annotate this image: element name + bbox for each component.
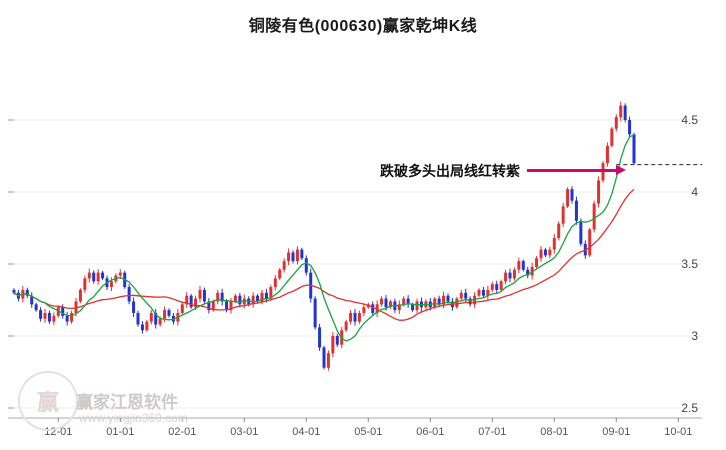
svg-text:08-01: 08-01 bbox=[540, 426, 568, 438]
svg-text:09-01: 09-01 bbox=[602, 426, 630, 438]
svg-text:01-01: 01-01 bbox=[106, 426, 134, 438]
svg-text:07-01: 07-01 bbox=[478, 426, 506, 438]
watermark-logo: 赢 bbox=[18, 371, 78, 431]
annotation-arrow-head bbox=[616, 165, 626, 175]
annotation-label: 跌破多头出局线红转紫 bbox=[380, 163, 520, 179]
watermark-brand: 赢家江恩软件 bbox=[76, 393, 178, 412]
svg-text:4: 4 bbox=[691, 185, 698, 199]
annotation-arrow-shaft bbox=[527, 169, 617, 172]
svg-text:4.5: 4.5 bbox=[681, 113, 698, 127]
svg-text:03-01: 03-01 bbox=[230, 426, 258, 438]
svg-text:3.5: 3.5 bbox=[681, 257, 698, 271]
svg-text:06-01: 06-01 bbox=[416, 426, 444, 438]
watermark-logo-char: 赢 bbox=[36, 390, 59, 415]
watermark-url: www.yingjia360.com bbox=[79, 411, 188, 425]
svg-text:04-01: 04-01 bbox=[292, 426, 320, 438]
chart-title: 铜陵有色(000630)赢家乾坤K线 bbox=[248, 18, 478, 35]
annotation-arrow-icon bbox=[527, 165, 626, 175]
svg-text:3: 3 bbox=[691, 329, 698, 343]
svg-text:05-01: 05-01 bbox=[354, 426, 382, 438]
svg-text:2.5: 2.5 bbox=[681, 401, 698, 415]
svg-text:02-01: 02-01 bbox=[168, 426, 196, 438]
svg-text:10-01: 10-01 bbox=[664, 426, 692, 438]
